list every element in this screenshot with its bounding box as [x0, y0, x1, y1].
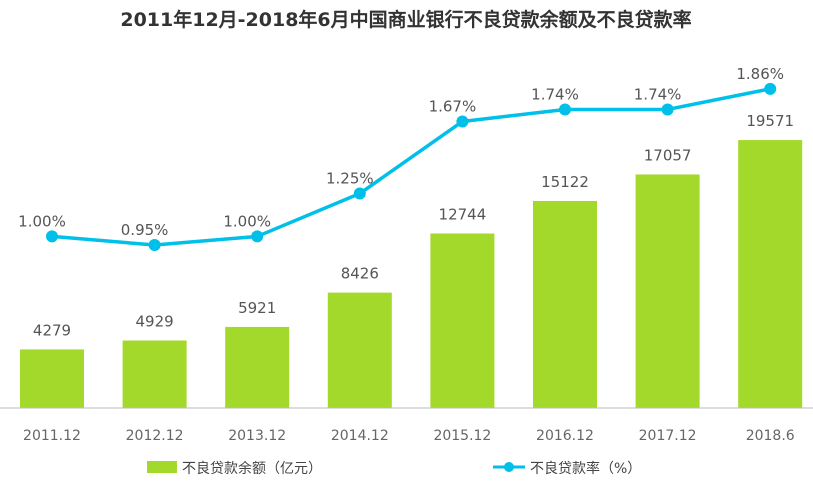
- legend-line-marker: [504, 462, 514, 472]
- legend-bar-swatch: [147, 461, 177, 473]
- rate-data-label: 1.67%: [429, 97, 477, 115]
- rate-point: [148, 239, 161, 252]
- bar-data-label: 12744: [439, 206, 487, 224]
- bar: [122, 340, 187, 408]
- rate-point: [661, 103, 674, 116]
- bar-data-label: 8426: [341, 265, 379, 283]
- x-tick-label: 2015.12: [433, 428, 491, 444]
- rate-data-label: 0.95%: [121, 221, 169, 239]
- x-tick-label: 2013.12: [228, 428, 286, 444]
- chart-title: 2011年12月-2018年6月中国商业银行不良贷款余额及不良贷款率: [120, 8, 691, 31]
- rate-data-label: 1.25%: [326, 170, 374, 188]
- rate-data-label: 1.86%: [736, 65, 784, 83]
- bar: [430, 233, 495, 408]
- x-tick-label: 2011.12: [23, 428, 81, 444]
- legend-line-label: 不良贷款率（%）: [530, 460, 641, 477]
- x-tick-label: 2012.12: [126, 428, 184, 444]
- rate-point: [456, 115, 469, 128]
- rate-point: [251, 230, 264, 243]
- rate-line: [51, 87, 771, 247]
- bar-data-label: 5921: [238, 299, 276, 317]
- bar: [20, 349, 84, 408]
- rate-point: [559, 103, 571, 116]
- rate-point: [46, 230, 58, 243]
- x-tick-label: 2018.6: [746, 428, 795, 444]
- rate-data-label: 1.74%: [531, 85, 579, 103]
- bar: [738, 140, 803, 409]
- rate-point: [353, 187, 366, 200]
- bar: [225, 326, 290, 408]
- x-tick-label: 2016.12: [536, 428, 594, 444]
- bar-data-label: 4279: [33, 321, 71, 339]
- legend-bar-label: 不良贷款余额（亿元）: [182, 460, 322, 477]
- x-tick-label: 2014.12: [331, 428, 389, 444]
- rate-data-label: 1.00%: [223, 212, 271, 230]
- bar-data-label: 4929: [136, 313, 174, 331]
- bar-data-label: 19571: [746, 112, 794, 130]
- bar-data-label: 17057: [644, 146, 692, 164]
- rate-point: [764, 82, 777, 95]
- legend: 不良贷款余额（亿元） 不良贷款率（%）: [147, 460, 641, 477]
- rate-data-label: 1.74%: [634, 85, 682, 103]
- bar-data-label: 15122: [541, 173, 589, 191]
- x-tick-label: 2017.12: [639, 428, 697, 444]
- bar: [635, 174, 700, 408]
- bar: [327, 292, 392, 408]
- bar: [533, 200, 597, 408]
- rate-data-label: 1.00%: [18, 212, 66, 230]
